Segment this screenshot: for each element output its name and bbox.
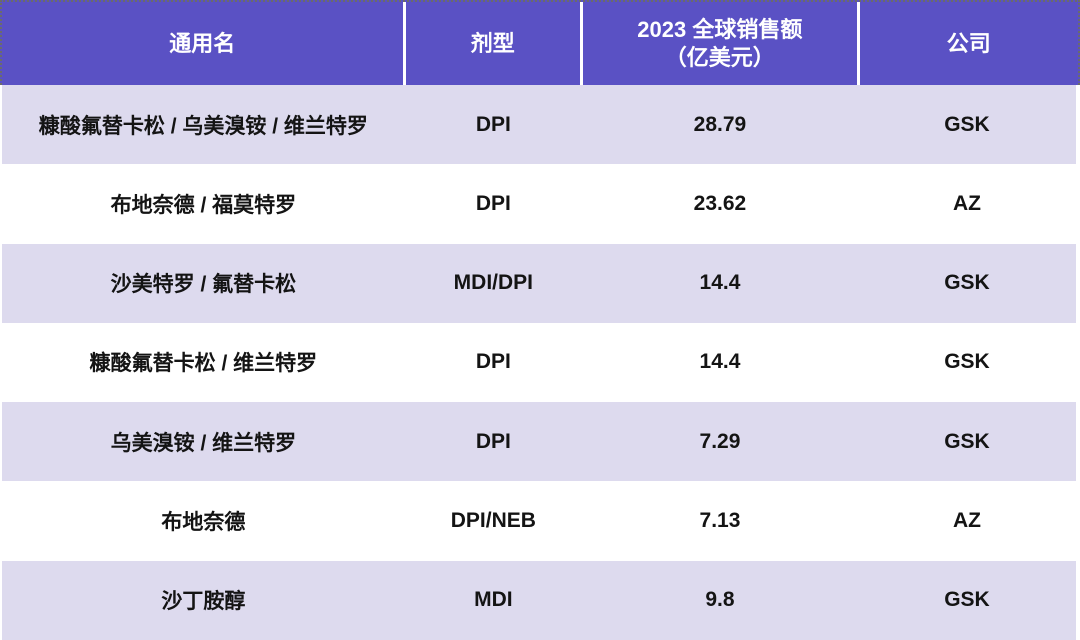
table-header-row: 通用名 剂型 2023 全球销售额 （亿美元） 公司 [0,0,1080,85]
cell-company: AZ [952,191,981,215]
cell-generic-name: 沙美特罗 / 氟替卡松 [110,273,297,297]
cell-dosage-form: MDI/DPI [453,271,534,295]
cell-company: GSK [944,429,990,453]
cell-sales: 14.4 [699,350,741,374]
cell-dosage-form: DPI/NEB [450,509,536,533]
cell-sales: 28.79 [693,112,747,136]
column-header-dosage-form: 剂型 [406,2,584,85]
cell-sales: 7.13 [699,509,741,533]
cell-sales: 7.29 [699,429,741,453]
column-header-company: 公司 [946,30,991,56]
cell-dosage-form: DPI [475,191,511,215]
column-header-generic-name: 通用名 [2,2,406,85]
column-header-2023-sales: 2023 全球销售额 （亿美元） [583,2,860,85]
cell-dosage-form: DPI [475,350,511,374]
cell-sales: 14.4 [699,271,741,295]
cell-company: AZ [952,509,981,533]
cell-generic-name: 布地奈德 [161,511,246,535]
cell-company: GSK [944,112,990,136]
cell-generic-name: 沙丁胺醇 [161,590,246,614]
cell-company: GSK [944,350,990,374]
table-row: 沙美特罗 / 氟替卡松 MDI/DPI 14.4 GSK [2,243,1076,323]
cell-dosage-form: DPI [475,429,511,453]
cell-sales: 23.62 [693,191,747,215]
cell-company: GSK [944,271,990,295]
cell-generic-name: 乌美溴铵 / 维兰特罗 [110,431,297,455]
cell-company: GSK [944,588,990,612]
table-row: 糠酸氟替卡松 / 维兰特罗 DPI 14.4 GSK [2,322,1076,403]
table-row: 沙丁胺醇 MDI 9.8 GSK [2,560,1076,640]
cell-generic-name: 糠酸氟替卡松 / 维兰特罗 [89,352,318,376]
cell-generic-name: 糠酸氟替卡松 / 乌美溴铵 / 维兰特罗 [38,114,368,138]
cell-sales: 9.8 [705,588,735,612]
table-row: 布地奈德 DPI/NEB 7.13 AZ [2,481,1076,561]
table-row: 乌美溴铵 / 维兰特罗 DPI 7.29 GSK [2,402,1076,482]
cell-dosage-form: MDI [474,588,513,612]
cell-dosage-form: DPI [475,112,511,136]
table-body: 糠酸氟替卡松 / 乌美溴铵 / 维兰特罗 DPI 28.79 GSK 布地奈德 … [0,85,1080,640]
table-row: 糠酸氟替卡松 / 乌美溴铵 / 维兰特罗 DPI 28.79 GSK [2,85,1076,165]
cell-generic-name: 布地奈德 / 福莫特罗 [110,193,297,217]
table-row: 布地奈德 / 福莫特罗 DPI 23.62 AZ [2,164,1076,244]
